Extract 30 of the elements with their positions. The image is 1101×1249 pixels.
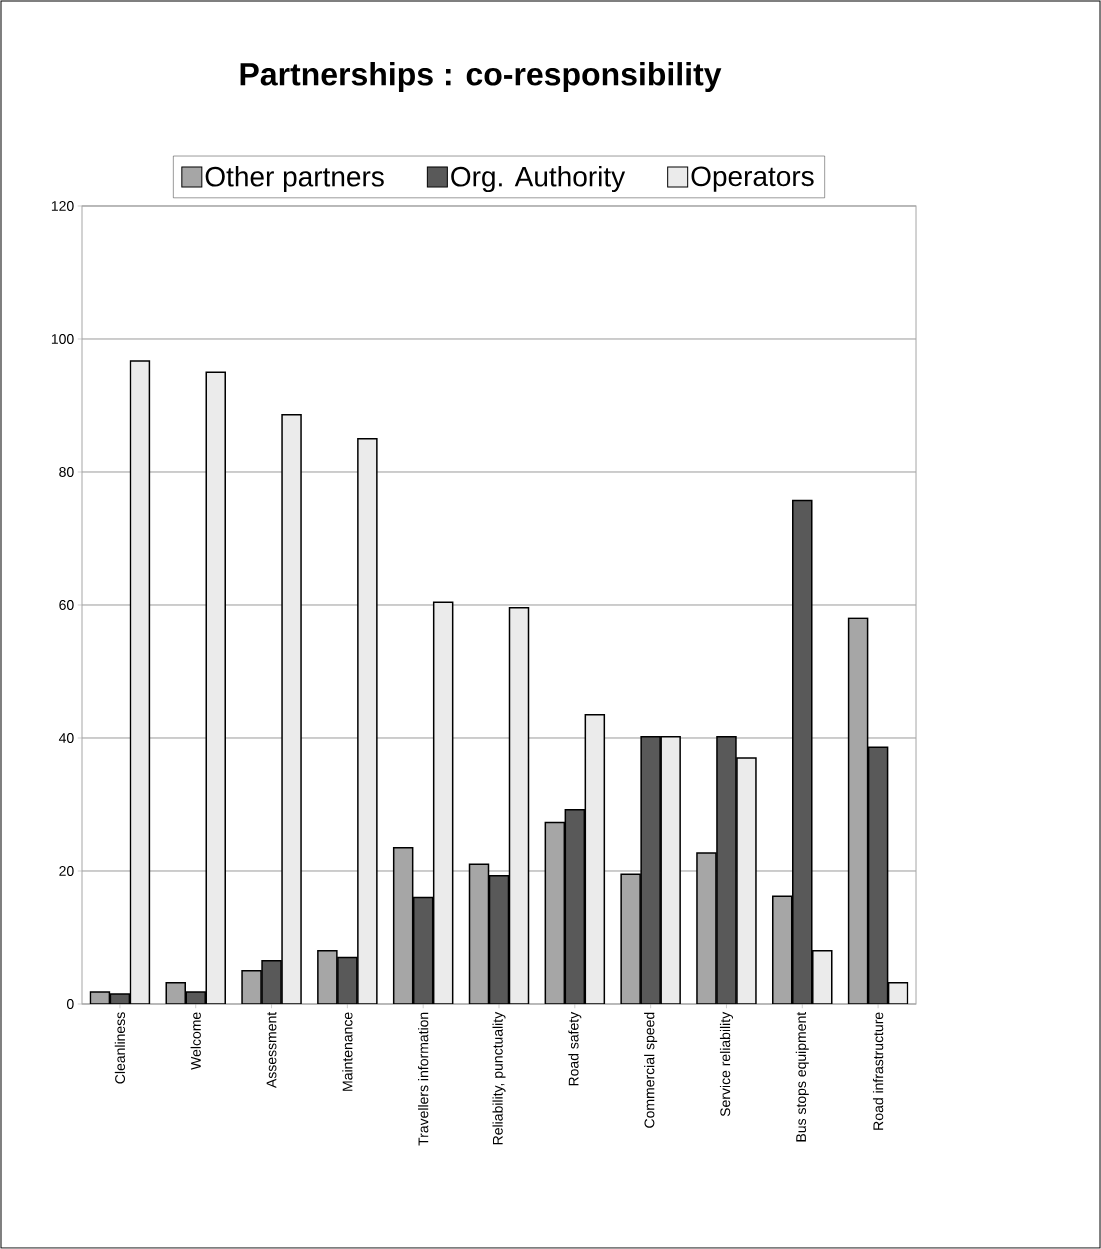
- bar: [509, 607, 529, 1004]
- bar: [489, 875, 509, 1004]
- legend-label: Other partners: [205, 166, 384, 193]
- x-tick-label: Welcome: [190, 1012, 201, 1070]
- x-tick-label: Road infrastructure: [872, 1012, 884, 1130]
- legend-label: Org. Authority: [451, 166, 626, 193]
- x-tick-label: Maintenance: [342, 1012, 353, 1091]
- y-tick-label: 80: [59, 467, 74, 477]
- bar: [433, 602, 453, 1004]
- y-tick-label: 40: [58, 733, 74, 743]
- x-tick-label: Travellers information: [418, 1012, 429, 1146]
- x-tick-label: Road safety: [568, 1011, 582, 1086]
- bar: [413, 897, 433, 1004]
- bar: [867, 746, 889, 1004]
- x-tick-label: Bus stops equipment: [795, 1011, 809, 1142]
- bar: [130, 360, 150, 1004]
- x-tick-label: Commercial speed: [644, 1012, 658, 1128]
- y-tick-label: 0: [66, 999, 74, 1009]
- bar: [585, 714, 605, 1004]
- x-tick-label: Reliability, punctuality: [492, 1011, 506, 1145]
- bar: [565, 809, 585, 1004]
- x-tick-label: Service reliability: [719, 1011, 733, 1117]
- y-tick-label: 20: [59, 866, 74, 876]
- legend-label: Operators: [691, 166, 814, 192]
- y-tick-label: 60: [59, 600, 74, 610]
- x-tick-label: Assessment: [266, 1011, 277, 1089]
- x-tick-label: Cleanliness: [114, 1012, 126, 1084]
- y-tick-label: 100: [51, 334, 74, 344]
- y-tick-label: 120: [51, 201, 74, 211]
- chart-title: Partnerships : co-responsibility: [240, 62, 722, 92]
